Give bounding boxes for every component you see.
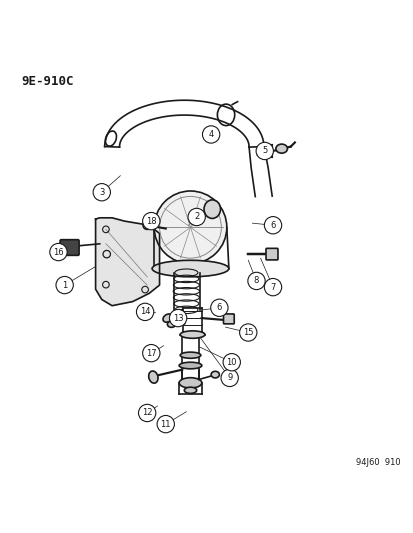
Text: 11: 11 [160,419,171,429]
Circle shape [210,299,228,317]
Circle shape [188,208,205,225]
FancyBboxPatch shape [60,240,79,255]
Circle shape [247,272,265,289]
Ellipse shape [179,362,202,369]
Circle shape [239,324,256,341]
Text: 5: 5 [261,147,267,156]
Ellipse shape [180,331,204,338]
Text: 6: 6 [270,221,275,230]
Circle shape [221,369,238,386]
Ellipse shape [152,260,228,277]
Ellipse shape [180,352,200,358]
Text: 18: 18 [146,216,156,225]
Ellipse shape [184,387,196,393]
FancyBboxPatch shape [266,248,277,260]
Text: 14: 14 [140,308,150,317]
Ellipse shape [167,321,175,327]
Text: 7: 7 [270,282,275,292]
Text: 9E-910C: 9E-910C [21,75,74,87]
Circle shape [223,353,240,371]
Text: 10: 10 [226,358,236,367]
Circle shape [169,310,186,327]
Circle shape [264,216,281,234]
Circle shape [142,344,159,362]
Ellipse shape [163,314,172,322]
Circle shape [142,213,159,230]
Text: 4: 4 [208,130,213,139]
Text: 1: 1 [62,280,67,289]
Circle shape [93,183,110,201]
Circle shape [256,142,273,160]
Text: 94J60  910: 94J60 910 [356,458,400,466]
Text: 12: 12 [142,408,152,417]
Circle shape [50,244,67,261]
Circle shape [264,278,281,296]
Circle shape [157,415,174,433]
Text: 8: 8 [253,277,259,286]
Ellipse shape [179,378,202,388]
Circle shape [138,405,155,422]
Circle shape [56,277,73,294]
Text: 16: 16 [53,247,64,256]
Ellipse shape [148,371,158,383]
Ellipse shape [204,200,220,219]
Text: 15: 15 [242,328,253,337]
Text: 9: 9 [226,374,232,382]
Circle shape [154,191,226,264]
Circle shape [202,126,219,143]
Ellipse shape [211,372,219,378]
FancyBboxPatch shape [223,314,234,324]
Polygon shape [95,218,159,306]
Text: 2: 2 [194,213,199,222]
Text: 6: 6 [216,303,221,312]
Text: 17: 17 [146,349,156,358]
Text: 3: 3 [99,188,104,197]
Text: 13: 13 [172,313,183,322]
Circle shape [136,303,153,320]
Ellipse shape [275,144,287,153]
